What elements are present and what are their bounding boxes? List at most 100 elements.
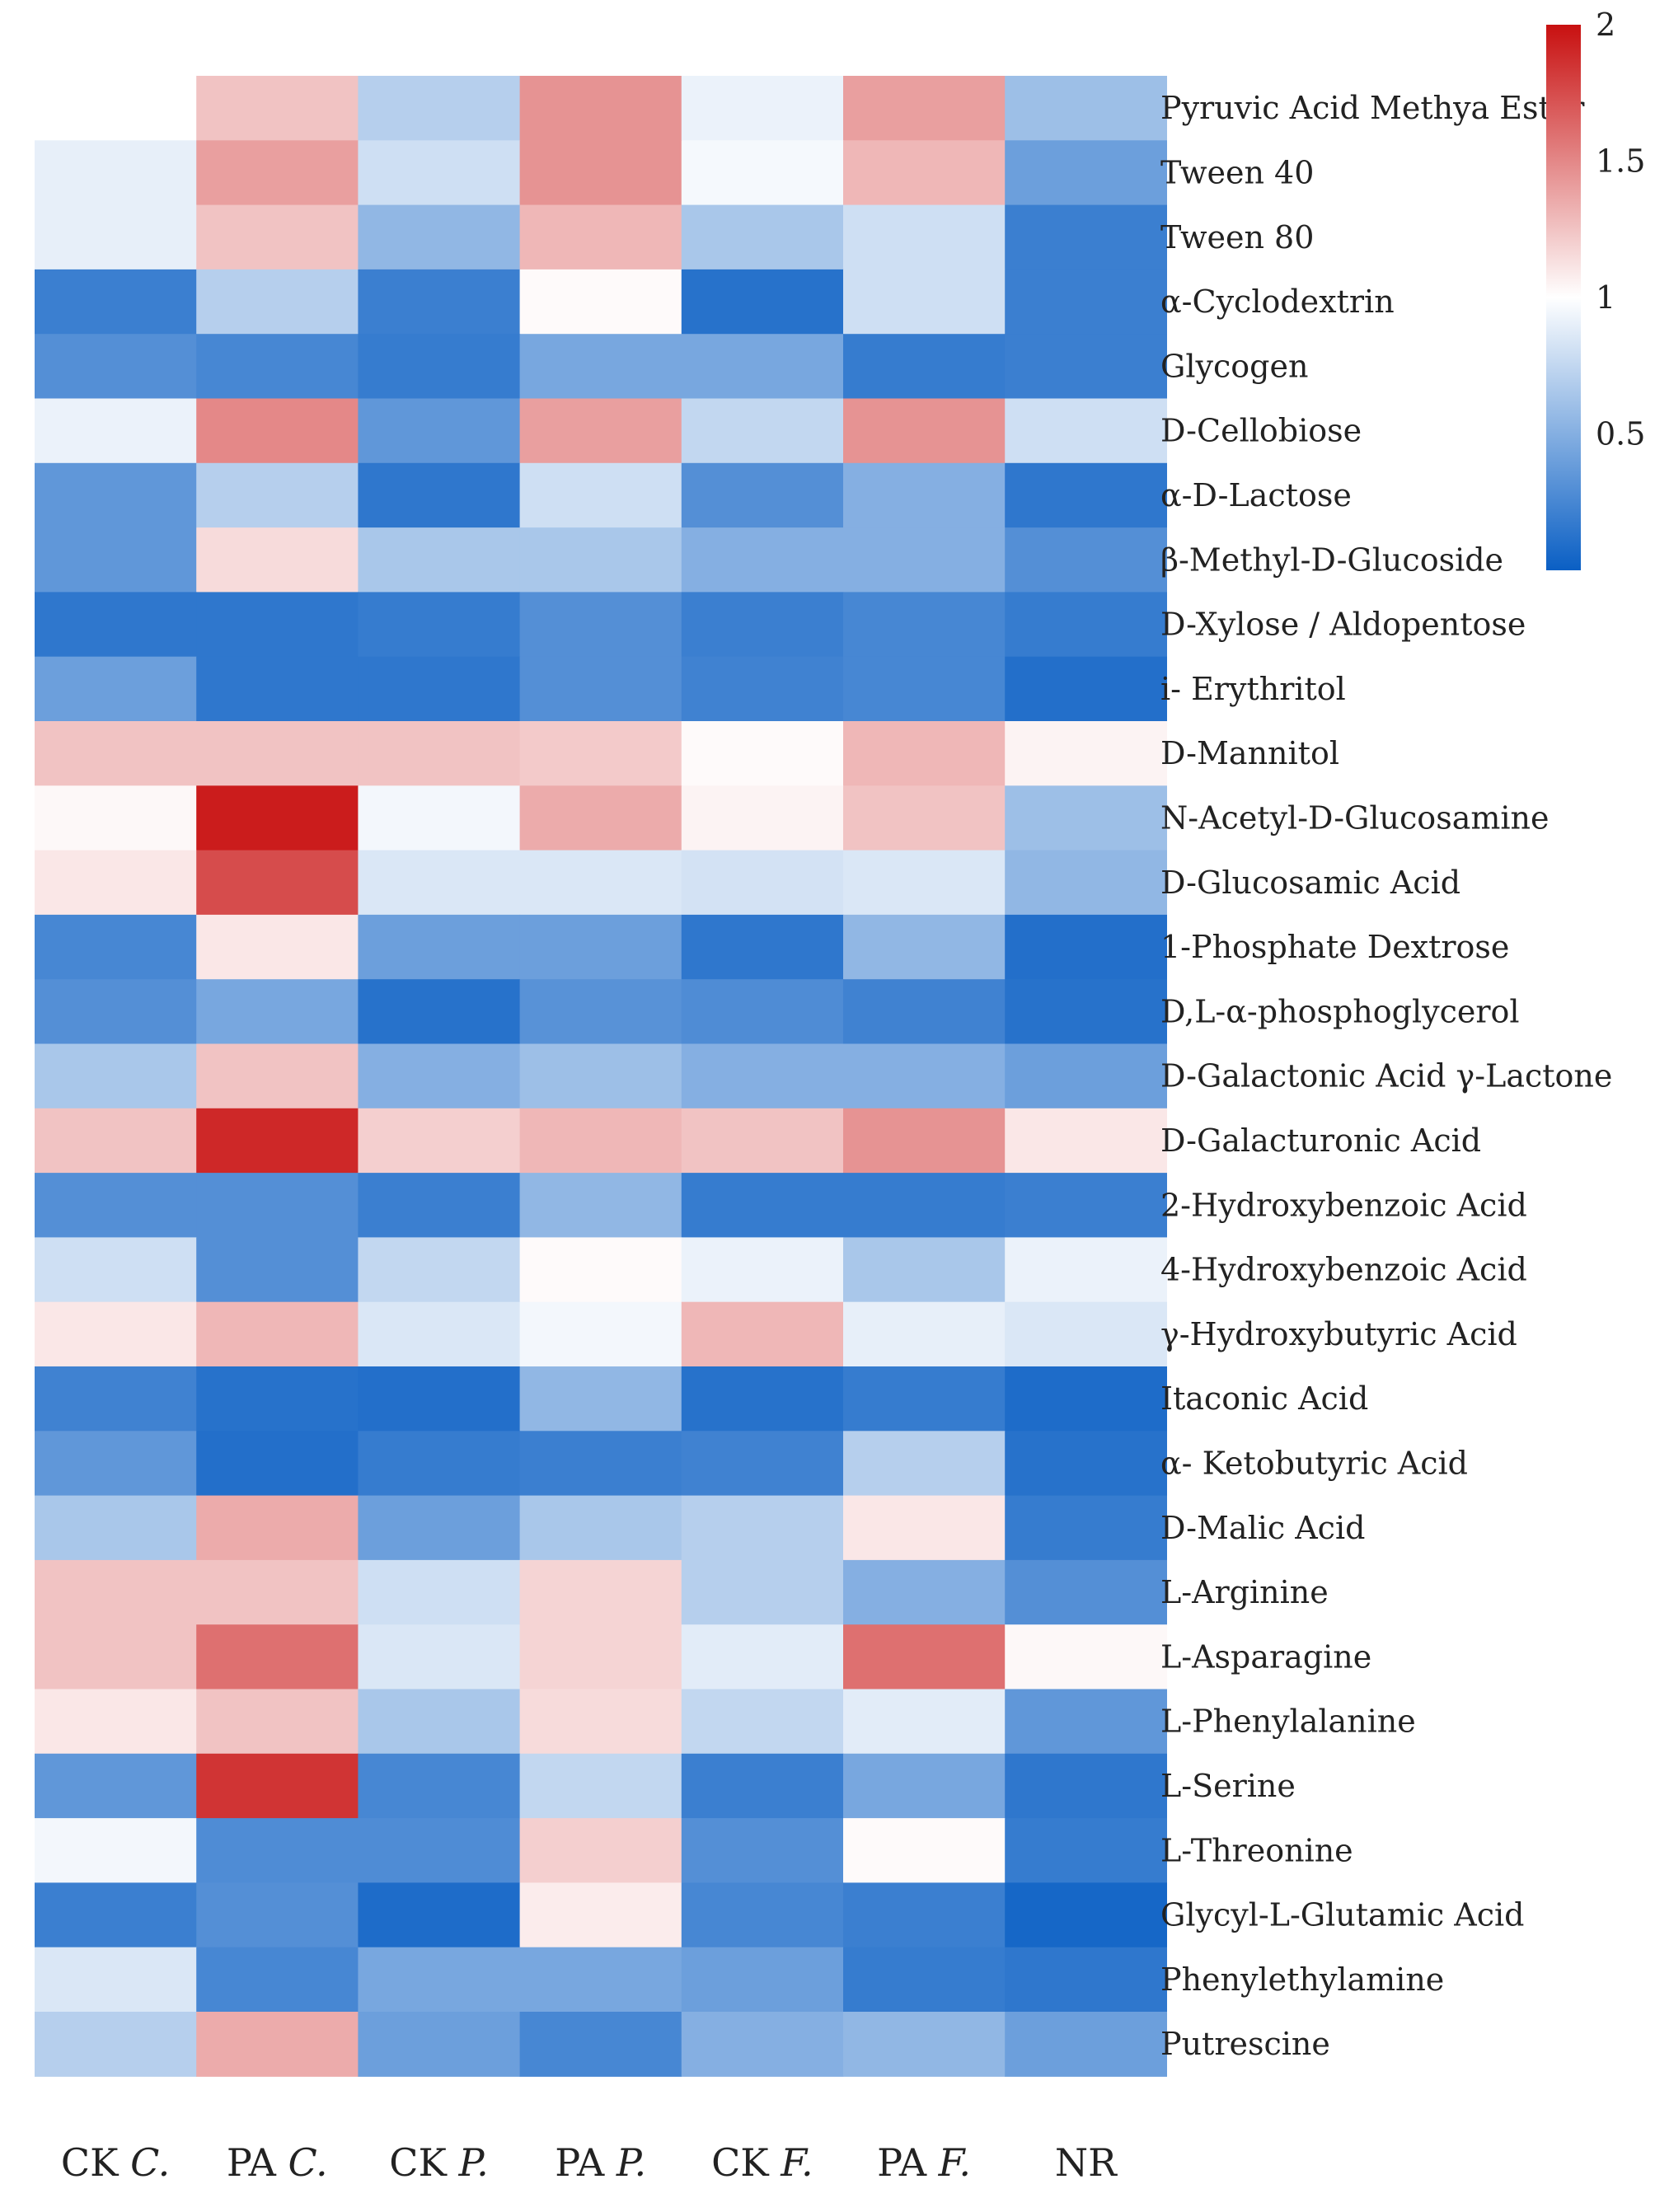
heatmap-cell (358, 527, 521, 593)
heatmap-cell (519, 140, 682, 206)
heatmap-cell (196, 1108, 359, 1174)
heatmap-cell (843, 1237, 1006, 1303)
heatmap-cell (35, 1947, 197, 2013)
heatmap-cell (843, 1495, 1006, 1561)
heatmap-cell (519, 1689, 682, 1755)
heatmap-cell (1005, 1237, 1167, 1303)
heatmap-cell (35, 398, 197, 464)
row-label: D-Cellobiose (1160, 413, 1362, 449)
heatmap-cell (1005, 1559, 1167, 1625)
heatmap-cell (1005, 140, 1167, 206)
row-label: i- Erythritol (1160, 671, 1346, 707)
heatmap-cell (1005, 1689, 1167, 1755)
heatmap-cell (843, 1301, 1006, 1367)
heatmap-cell (196, 1495, 359, 1561)
heatmap-cell (35, 334, 197, 400)
row-label: D-Mannitol (1160, 735, 1339, 771)
heatmap-cell (358, 76, 521, 141)
heatmap-cell (196, 462, 359, 528)
heatmap-cell (519, 1624, 682, 1690)
heatmap-cell (519, 1043, 682, 1109)
heatmap-cell (1005, 1431, 1167, 1497)
row-label: Phenylethylamine (1160, 1961, 1444, 1998)
heatmap-cell (196, 1237, 359, 1303)
heatmap-cell (358, 1818, 521, 1883)
heatmap-cell (681, 527, 844, 593)
heatmap-cell (358, 785, 521, 851)
heatmap-cell (843, 334, 1006, 400)
heatmap-cell (681, 1173, 844, 1238)
heatmap-cell (681, 204, 844, 270)
heatmap-cell (1005, 1301, 1167, 1367)
heatmap-cell (1005, 1753, 1167, 1819)
heatmap-cell (519, 914, 682, 980)
column-label: CK C. (61, 2140, 170, 2185)
heatmap-cell (196, 914, 359, 980)
column-label: PA C. (227, 2140, 328, 2185)
heatmap-cell (843, 1043, 1006, 1109)
heatmap-cell (519, 398, 682, 464)
heatmap-cell (196, 204, 359, 270)
heatmap-cell (1005, 76, 1167, 141)
heatmap-cell (519, 656, 682, 722)
heatmap-cell (681, 1237, 844, 1303)
heatmap-cell (1005, 527, 1167, 593)
heatmap-cell (1005, 1043, 1167, 1109)
heatmap-cell (35, 979, 197, 1045)
heatmap-cell (35, 914, 197, 980)
heatmap-cell (1005, 334, 1167, 400)
heatmap-cell (358, 269, 521, 335)
heatmap-cell (519, 721, 682, 786)
heatmap-cell (35, 1301, 197, 1367)
heatmap-cell (681, 1882, 844, 1948)
heatmap-cell (1005, 1624, 1167, 1690)
heatmap-cell (681, 785, 844, 851)
heatmap-cell (196, 1366, 359, 1432)
row-label: L-Phenylalanine (1160, 1704, 1416, 1740)
column-label: PA P. (555, 2140, 646, 2185)
heatmap-cell (196, 76, 359, 141)
heatmap-cell (843, 140, 1006, 206)
row-label: D-Glucosamic Acid (1160, 865, 1460, 901)
heatmap-cell (519, 334, 682, 400)
column-label: CK P. (389, 2140, 488, 2185)
heatmap-cell (519, 1173, 682, 1238)
heatmap-cell (681, 76, 844, 141)
heatmap-cell (681, 592, 844, 658)
heatmap-cell (843, 2012, 1006, 2077)
heatmap-cell (519, 2012, 682, 2077)
heatmap-cell (358, 398, 521, 464)
heatmap-cell (681, 1301, 844, 1367)
heatmap-cell (519, 1559, 682, 1625)
colorbar-gradient (1546, 25, 1581, 570)
heatmap-cell (358, 1753, 521, 1819)
heatmap-cell (1005, 785, 1167, 851)
heatmap-cell (519, 204, 682, 270)
colorbar-tick-label: 1 (1596, 279, 1615, 316)
heatmap-cell (843, 1108, 1006, 1174)
heatmap-cell (358, 1559, 521, 1625)
column-label: CK F. (711, 2140, 813, 2185)
heatmap-cell (681, 1431, 844, 1497)
heatmap-cell (681, 1366, 844, 1432)
row-label: D-Galactonic Acid γ-Lactone (1160, 1058, 1612, 1094)
heatmap-cell (843, 592, 1006, 658)
heatmap-cell (681, 398, 844, 464)
heatmap-cell (35, 656, 197, 722)
heatmap-cell (681, 1753, 844, 1819)
heatmap-cell (519, 1495, 682, 1561)
heatmap-cell (35, 1431, 197, 1497)
heatmap-cell (35, 1237, 197, 1303)
heatmap-cell (681, 850, 844, 916)
heatmap-cell (196, 1624, 359, 1690)
heatmap-cell (681, 2012, 844, 2077)
colorbar-tick-label: 2 (1596, 7, 1615, 43)
heatmap-cell (681, 269, 844, 335)
heatmap-cell (519, 76, 682, 141)
heatmap-cell (358, 1301, 521, 1367)
heatmap-cell (519, 1882, 682, 1948)
heatmap-cell (35, 1624, 197, 1690)
heatmap-cell (358, 656, 521, 722)
heatmap-cell (35, 204, 197, 270)
heatmap-cell (519, 1366, 682, 1432)
